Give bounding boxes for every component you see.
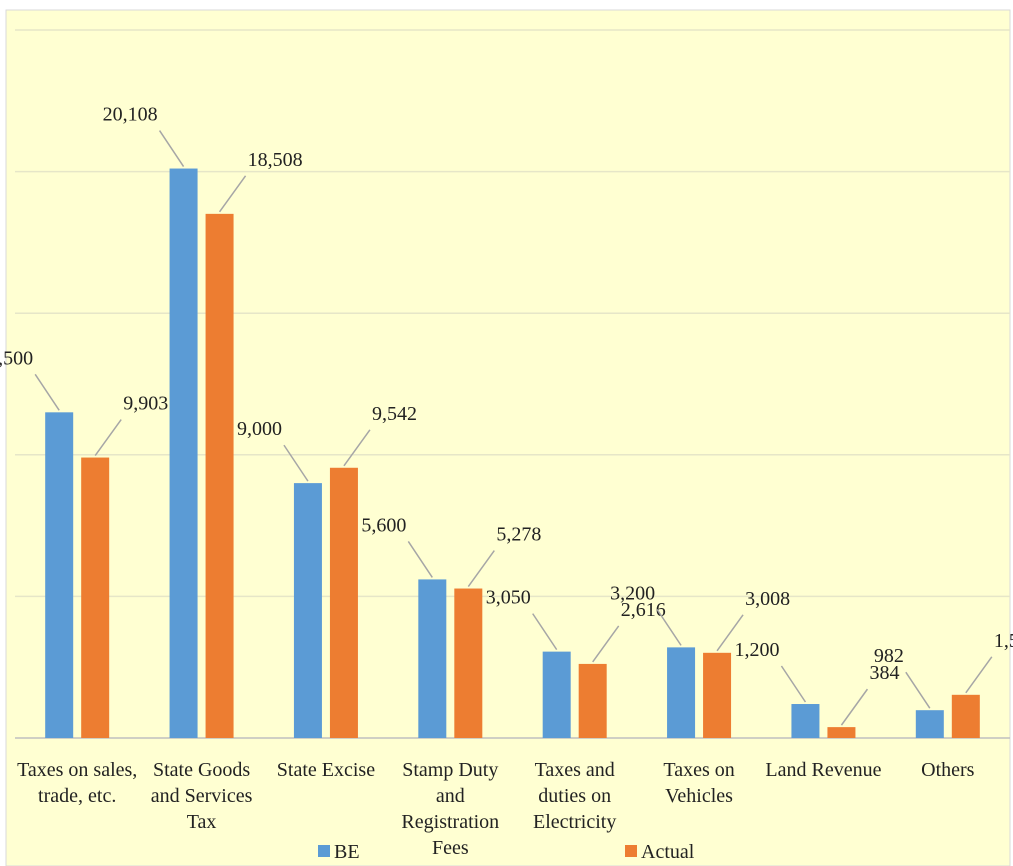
data-label: 20,108 (103, 104, 158, 126)
leader-line (965, 656, 993, 694)
data-label: 3,050 (486, 587, 531, 609)
x-tick-label: Land Revenue (765, 759, 881, 781)
leader-line (532, 613, 558, 651)
bar (578, 663, 607, 738)
leader-line (780, 665, 807, 703)
bar (667, 647, 696, 738)
legend-label: BE (334, 841, 360, 863)
bar (329, 467, 358, 738)
data-label: 384 (869, 662, 899, 684)
leader-line (343, 429, 371, 467)
bar (703, 652, 732, 738)
legend-swatch (318, 845, 330, 857)
data-label: 5,600 (361, 514, 406, 536)
data-label: 982 (874, 645, 904, 667)
data-label: 3,008 (745, 588, 790, 610)
data-label: 9,000 (237, 418, 282, 440)
leader-line (158, 130, 185, 167)
leader-line (34, 373, 60, 411)
x-tick-label: Taxes and duties on Electricity (533, 759, 616, 833)
leader-line (716, 614, 744, 652)
bar (205, 213, 234, 738)
data-label: 9,542 (372, 403, 417, 425)
data-label: 18,508 (248, 149, 303, 171)
leader-line (840, 688, 869, 726)
data-label: 1,200 (734, 639, 779, 661)
data-label: 3,200 (610, 582, 655, 604)
data-label: 2,616 (621, 599, 666, 621)
x-tick-label: Taxes on Vehicles (663, 759, 734, 807)
bar (951, 694, 980, 738)
bar (169, 168, 198, 738)
bar (542, 651, 571, 738)
legend-swatch (625, 845, 637, 857)
bar (915, 710, 944, 738)
legend-label: Actual (641, 841, 695, 863)
leader-line (218, 175, 247, 213)
leader-line (592, 625, 620, 663)
leader-line (94, 419, 122, 456)
data-label: 5,278 (496, 524, 541, 546)
bar (45, 412, 74, 738)
bar (418, 579, 447, 738)
data-label: 1,525 (994, 630, 1013, 652)
bar (791, 704, 820, 738)
leader-line (283, 444, 309, 482)
x-tick-label: Others (921, 759, 975, 781)
bar (81, 457, 110, 738)
data-label: 11,500 (0, 347, 33, 369)
x-tick-label: State Excise (277, 759, 375, 781)
bar (827, 727, 856, 738)
leader-line (467, 550, 495, 587)
leader-line (905, 671, 931, 709)
x-tick-label: State Goods and Services Tax (151, 759, 253, 833)
bar (293, 483, 322, 738)
x-tick-label: Taxes on sales, trade, etc. (17, 759, 137, 807)
leader-line (407, 540, 433, 578)
leader-line (656, 608, 682, 646)
data-label: 9,903 (123, 393, 168, 415)
x-tick-label: Stamp Duty and Registration Fees (401, 759, 499, 859)
bar (454, 588, 483, 738)
